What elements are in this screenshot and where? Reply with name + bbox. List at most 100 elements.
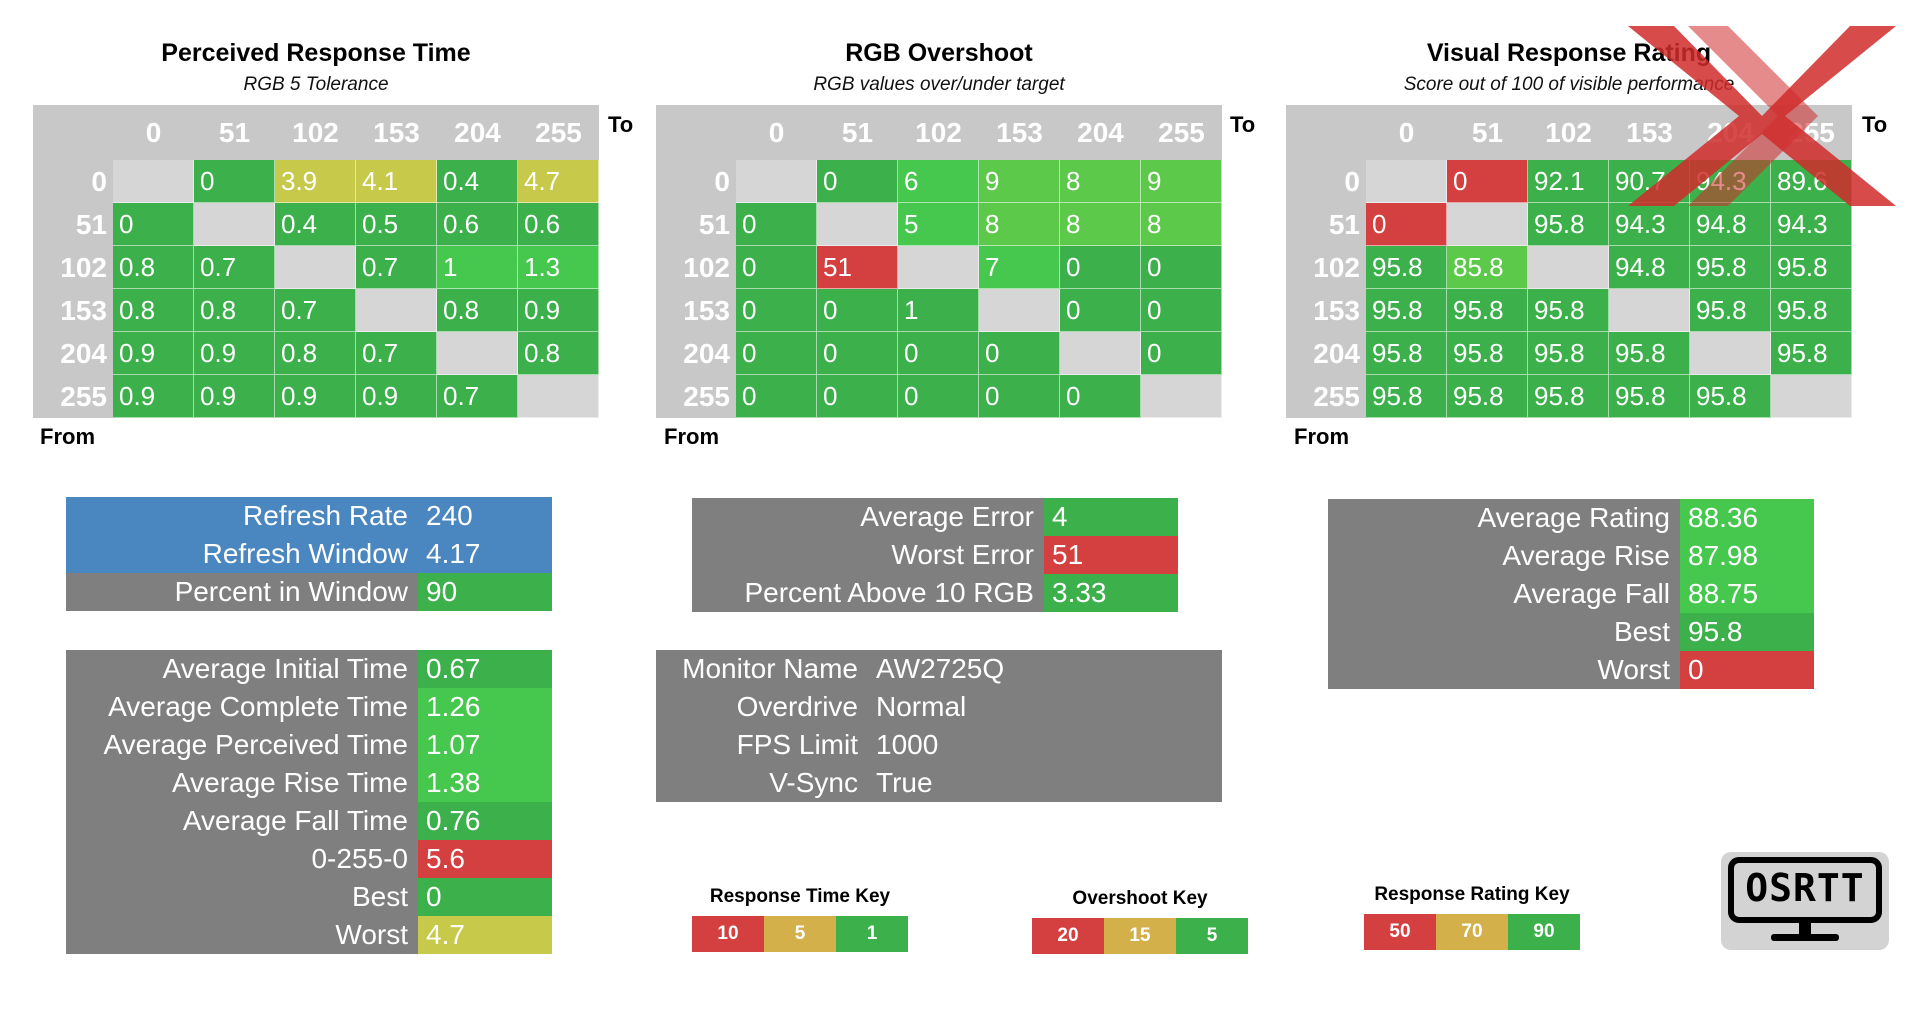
monitor-info-box: Monitor Name AW2725Q Overdrive Normal FPS Li… xyxy=(656,650,1222,802)
stat-row: Average Initial Time 0.67 xyxy=(66,650,552,688)
heatmap-diagonal-cell xyxy=(518,375,599,418)
heatmap-col-header: 0 xyxy=(145,117,162,148)
heatmap-cell: 1 xyxy=(898,289,979,332)
heatmap-row-header: 255 xyxy=(1313,381,1360,412)
key-swatch: 50 xyxy=(1364,914,1436,950)
heatmap-cell: 0 xyxy=(1141,332,1222,375)
heatmap-perceived-subtitle: RGB 5 Tolerance xyxy=(243,74,389,95)
stat-row: Best 0 xyxy=(66,878,552,916)
heatmap-col-header: 255 xyxy=(1158,117,1205,148)
key-swatch: 90 xyxy=(1508,914,1580,950)
stat-row: Worst 0 xyxy=(1328,651,1814,689)
stat-row: Average Complete Time 1.26 xyxy=(66,688,552,726)
heatmap-cell: 0.9 xyxy=(194,375,275,418)
heatmap-diagonal-cell xyxy=(736,160,817,203)
heatmap-row-header: 51 xyxy=(698,209,730,240)
heatmap-perceived: 0 51 102 153 204 255 0 51 102 153 204 255 0 3.9 4.1 0.4… xyxy=(33,105,599,418)
heatmap-cell: 0 xyxy=(1447,160,1528,203)
heatmap-cell: 0 xyxy=(898,375,979,418)
heatmap-row-header: 153 xyxy=(60,295,107,326)
rating-stats-box: Average Rating 88.36 Average Rise 87.98 Aver… xyxy=(1328,499,1814,689)
stat-label: Monitor Name xyxy=(656,650,868,688)
stat-label: Average Fall xyxy=(1328,575,1680,613)
heatmap-cell: 8 xyxy=(979,203,1060,246)
stat-label: Average Rise Time xyxy=(66,764,418,802)
heatmap-overshoot-from-label: From xyxy=(664,424,719,449)
stat-value: 87.98 xyxy=(1680,537,1814,575)
heatmap-cell: 0 xyxy=(979,375,1060,418)
stat-label: Average Rating xyxy=(1328,499,1680,537)
stat-value: 5.6 xyxy=(418,840,552,878)
stat-row: Refresh Rate 240 xyxy=(66,497,552,535)
heatmap-perceived-from-label: From xyxy=(40,424,95,449)
stat-label: Best xyxy=(66,878,418,916)
heatmap-cell: 9 xyxy=(979,160,1060,203)
heatmap-cell: 0.7 xyxy=(356,332,437,375)
heatmap-perceived-title: Perceived Response Time xyxy=(161,39,471,67)
heatmap-cell: 92.1 xyxy=(1528,160,1609,203)
heatmap-cell: 0.6 xyxy=(437,203,518,246)
heatmap-diagonal-cell xyxy=(356,289,437,332)
heatmap-row-header: 102 xyxy=(1313,252,1360,283)
stat-row: Percent in Window 90 xyxy=(66,573,552,611)
heatmap-diagonal-cell xyxy=(113,160,194,203)
heatmap-cell: 0.8 xyxy=(518,332,599,375)
stat-row: Average Fall Time 0.76 xyxy=(66,802,552,840)
heatmap-cell: 0 xyxy=(1366,203,1447,246)
stat-row: Worst 4.7 xyxy=(66,916,552,954)
heatmap-col-header: 102 xyxy=(292,117,339,148)
heatmap-cell: 0.5 xyxy=(356,203,437,246)
heatmap-cell: 3.9 xyxy=(275,160,356,203)
heatmap-rating: 051102153204255051102153204255092.190.79… xyxy=(1286,105,1852,418)
stat-row: FPS Limit 1000 xyxy=(656,726,1222,764)
heatmap-cell: 51 xyxy=(817,246,898,289)
heatmap-row-header: 0 xyxy=(714,166,730,197)
heatmap-cell: 95.8 xyxy=(1609,375,1690,418)
osrtt-logo: OSRTT xyxy=(1721,852,1889,950)
heatmap-cell: 0.7 xyxy=(194,246,275,289)
heatmap-cell: 0.4 xyxy=(437,160,518,203)
heatmap-cell: 95.8 xyxy=(1771,289,1852,332)
heatmap-cell: 95.8 xyxy=(1771,332,1852,375)
heatmap-cell: 0 xyxy=(194,160,275,203)
heatmap-row-header: 204 xyxy=(683,338,730,369)
stat-row: Average Fall 88.75 xyxy=(1328,575,1814,613)
stat-value: 0 xyxy=(1680,651,1814,689)
stat-row: Percent Above 10 RGB 3.33 xyxy=(692,574,1178,612)
heatmap-cell: 95.8 xyxy=(1690,375,1771,418)
stat-label: Worst xyxy=(1328,651,1680,689)
stat-value: 51 xyxy=(1044,536,1178,574)
heatmap-overshoot-subtitle: RGB values over/under target xyxy=(813,74,1065,95)
heatmap-cell: 95.8 xyxy=(1447,289,1528,332)
heatmap-cell: 0.7 xyxy=(275,289,356,332)
response-rating-key-title: Response Rating Key xyxy=(1374,884,1570,905)
stat-row: Average Error 4 xyxy=(692,498,1178,536)
heatmap-cell: 0.8 xyxy=(194,289,275,332)
heatmap-cell: 0 xyxy=(736,246,817,289)
heatmap-col-header: 204 xyxy=(1077,117,1124,148)
stat-value: 0 xyxy=(418,878,552,916)
stat-row: Refresh Window 4.17 xyxy=(66,535,552,573)
stat-value: 88.75 xyxy=(1680,575,1814,613)
heatmap-cell: 0.4 xyxy=(275,203,356,246)
heatmap-col-header: 255 xyxy=(535,117,582,148)
heatmap-col-header: 51 xyxy=(1471,117,1504,148)
stat-row: Best 95.8 xyxy=(1328,613,1814,651)
osrtt-logo-text: OSRTT xyxy=(1745,866,1865,910)
stat-row: 0-255-0 5.6 xyxy=(66,840,552,878)
heatmap-col-header: 0 xyxy=(768,117,785,148)
heatmap-cell: 1.3 xyxy=(518,246,599,289)
heatmap-col-header: 153 xyxy=(1626,117,1673,148)
key-swatch: 70 xyxy=(1436,914,1508,950)
heatmap-diagonal-cell xyxy=(1528,246,1609,289)
heatmap-diagonal-cell xyxy=(194,203,275,246)
heatmap-cell: 0 xyxy=(817,332,898,375)
heatmap-cell: 0 xyxy=(979,332,1060,375)
heatmap-row-header: 153 xyxy=(683,295,730,326)
overshoot-key-title: Overshoot Key xyxy=(1072,888,1208,909)
heatmap-row-header: 51 xyxy=(1328,209,1360,240)
heatmap-cell: 95.8 xyxy=(1771,246,1852,289)
stat-row: Average Rating 88.36 xyxy=(1328,499,1814,537)
heatmap-overshoot-to-label: To xyxy=(1230,112,1256,137)
heatmap-cell: 0.9 xyxy=(518,289,599,332)
